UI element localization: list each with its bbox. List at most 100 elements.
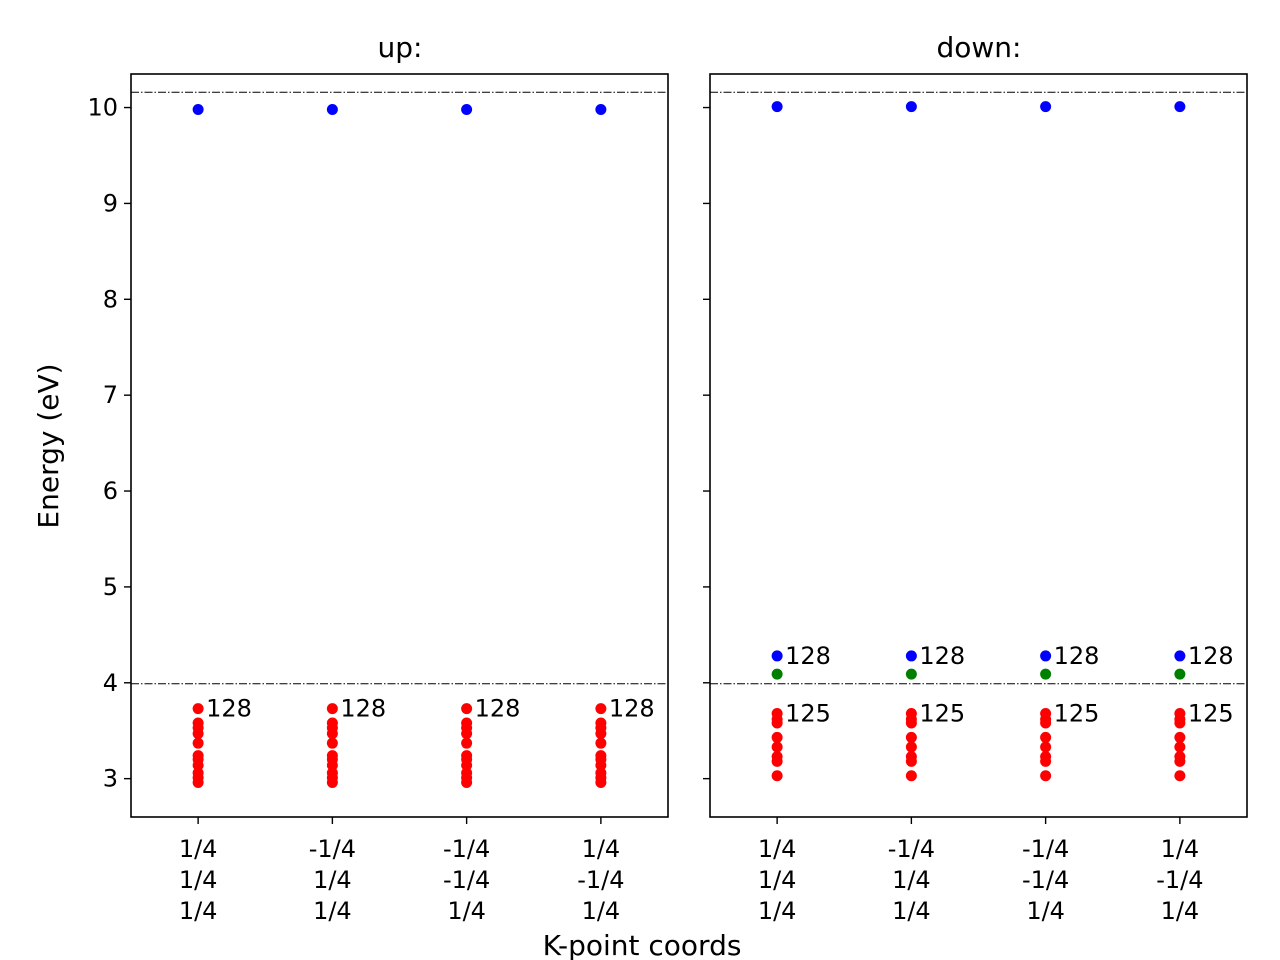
occupied-point (1040, 741, 1052, 753)
unoccupied-point (1174, 650, 1186, 662)
occupied-point (905, 770, 917, 782)
axes-frame (130, 73, 669, 818)
point-annotation: 128 (206, 695, 252, 723)
occupied-point (595, 703, 607, 715)
x-tick-label: 1/4 (313, 866, 352, 894)
x-tick-label: -1/4 (1022, 866, 1069, 894)
occupied-point (595, 767, 607, 779)
occupied-point (326, 767, 338, 779)
x-tick-label: 1/4 (447, 897, 486, 925)
y-tick-label: 3 (103, 765, 118, 793)
occupied-point (905, 751, 917, 763)
x-tick-label: 1/4 (313, 897, 352, 925)
point-annotation: 128 (919, 642, 965, 670)
x-tick-label: -1/4 (309, 835, 356, 863)
occupied-point (595, 717, 607, 729)
unoccupied-point (771, 650, 783, 662)
point-annotation: 128 (1188, 642, 1234, 670)
x-tick-label: 1/4 (1161, 897, 1200, 925)
y-tick-label: 10 (87, 94, 118, 122)
x-tick-label: 1/4 (179, 866, 218, 894)
occupied-point (326, 703, 338, 715)
x-tick-label: 1/4 (1161, 835, 1200, 863)
occupied-point (326, 717, 338, 729)
y-tick-label: 4 (103, 669, 118, 697)
occupied-point (326, 750, 338, 762)
occupied-point (326, 737, 338, 749)
unoccupied-point (595, 103, 607, 115)
x-tick-label: 1/4 (758, 897, 797, 925)
x-tick-label: 1/4 (582, 835, 621, 863)
y-axis-label: Energy (eV) (32, 363, 65, 528)
occupied-point (905, 741, 917, 753)
unoccupied-point (905, 650, 917, 662)
point-annotation: 128 (609, 695, 655, 723)
x-tick-label: 1/4 (179, 835, 218, 863)
occupied-point (461, 717, 473, 729)
occupied-point (771, 751, 783, 763)
occupied-point (1040, 731, 1052, 743)
occupied-point (1040, 770, 1052, 782)
partial-point (771, 668, 783, 680)
point-annotation: 128 (785, 642, 831, 670)
y-tick-label: 9 (103, 189, 118, 217)
unoccupied-point (1174, 101, 1186, 113)
x-tick-label: 1/4 (582, 897, 621, 925)
partial-point (905, 668, 917, 680)
occupied-point (1040, 707, 1052, 719)
x-tick-label: -1/4 (443, 866, 490, 894)
occupied-point (461, 737, 473, 749)
panel-title: down: (937, 31, 1022, 64)
point-annotation: 125 (1054, 699, 1100, 727)
unoccupied-point (771, 101, 783, 113)
y-tick-label: 7 (103, 381, 118, 409)
occupied-point (771, 741, 783, 753)
x-tick-label: -1/4 (1156, 866, 1203, 894)
occupied-point (905, 707, 917, 719)
occupied-point (1174, 770, 1186, 782)
occupied-point (1174, 731, 1186, 743)
occupied-point (1174, 741, 1186, 753)
x-tick-label: 1/4 (758, 835, 797, 863)
x-tick-label: 1/4 (179, 897, 218, 925)
partial-point (1174, 668, 1186, 680)
partial-point (1040, 668, 1052, 680)
x-tick-label: -1/4 (577, 866, 624, 894)
x-tick-label: -1/4 (888, 835, 935, 863)
panel-up: up: 128 128 128 128 3 4 5 6 7 8 9 10 1/4 1/4 1/4 -1/4 1/… (87, 31, 669, 925)
point-annotation: 128 (1054, 642, 1100, 670)
x-tick-label: 1/4 (892, 897, 931, 925)
point-annotation: 125 (1188, 699, 1234, 727)
occupied-point (192, 703, 204, 715)
occupied-point (1174, 707, 1186, 719)
axes-frame (709, 73, 1248, 818)
occupied-point (461, 703, 473, 715)
occupied-point (771, 707, 783, 719)
point-annotation: 125 (919, 699, 965, 727)
occupied-point (192, 737, 204, 749)
occupied-point (905, 731, 917, 743)
x-axis-label: K-point coords (543, 929, 742, 960)
occupied-point (461, 767, 473, 779)
x-tick-label: 1/4 (1026, 897, 1065, 925)
occupied-point (192, 750, 204, 762)
point-annotation: 128 (475, 695, 521, 723)
panel-title: up: (378, 31, 423, 64)
occupied-point (771, 770, 783, 782)
unoccupied-point (1040, 650, 1052, 662)
y-tick-label: 8 (103, 285, 118, 313)
point-annotation: 125 (785, 699, 831, 727)
occupied-point (595, 750, 607, 762)
y-tick-label: 6 (103, 477, 118, 505)
x-tick-label: -1/4 (1022, 835, 1069, 863)
occupied-point (595, 737, 607, 749)
x-tick-label: -1/4 (443, 835, 490, 863)
unoccupied-point (326, 103, 338, 115)
y-tick-label: 5 (103, 573, 118, 601)
occupied-point (192, 717, 204, 729)
x-tick-label: 1/4 (758, 866, 797, 894)
occupied-point (461, 750, 473, 762)
point-annotation: 128 (340, 695, 386, 723)
occupied-point (771, 731, 783, 743)
